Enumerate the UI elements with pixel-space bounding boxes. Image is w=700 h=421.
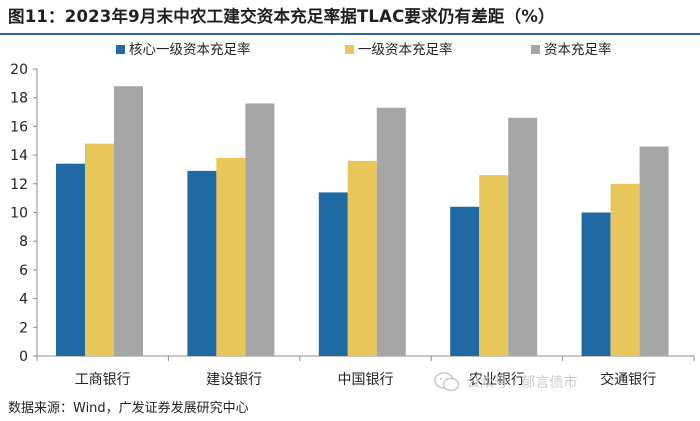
y-tick-label: 4: [19, 292, 28, 308]
legend-label-3: 资本充足率: [544, 41, 612, 58]
bar-series-group: [56, 86, 669, 357]
y-tick-label: 6: [19, 263, 28, 279]
bar-1-5: [581, 212, 611, 356]
bar-1-2: [187, 170, 217, 356]
x-category-label: 农业银行: [469, 372, 525, 388]
bar-3-4: [508, 117, 538, 356]
x-category-label: 交通银行: [600, 371, 656, 388]
y-tick-label: 20: [10, 62, 28, 78]
watermark-text: 公众号 · 郁言债市: [466, 375, 578, 391]
legend-swatch-3: [531, 45, 540, 54]
bar-2-4: [479, 175, 509, 356]
legend-label-1: 核心一级资本充足率: [129, 41, 251, 58]
x-category-label: 建设银行: [206, 372, 262, 388]
watermark: 公众号 · 郁言债市: [434, 371, 674, 393]
source-note: 数据来源：Wind，广发证券发展研究中心: [8, 401, 249, 416]
title-divider: [0, 33, 700, 35]
y-tick-label: 12: [10, 177, 28, 193]
y-tick-label: 14: [10, 148, 28, 164]
bar-3-1: [114, 86, 143, 356]
y-axis: 0 2 4 6 8 10 12 14 16 18 20: [10, 62, 38, 365]
figure-title: 图11：2023年9月末中农工建交资本充足率据TLAC要求仍有差距（%）: [8, 7, 555, 26]
y-tick-label: 16: [10, 119, 28, 135]
bar-1-4: [450, 206, 480, 356]
bar-3-2: [245, 103, 275, 356]
bar-2-3: [347, 160, 377, 356]
bar-2-2: [216, 157, 246, 356]
y-tick-label: 0: [19, 349, 28, 365]
chart-legend: 核心一级资本充足率 一级资本充足率 资本充足率: [116, 41, 612, 58]
bar-1-1: [56, 163, 85, 356]
legend-label-2: 一级资本充足率: [358, 41, 453, 58]
legend-swatch-1: [116, 45, 125, 54]
x-category-label: 中国银行: [338, 372, 394, 388]
bar-3-3: [376, 107, 406, 357]
y-tick-label: 10: [10, 206, 28, 222]
x-category-label: 工商银行: [75, 372, 131, 388]
y-tick-label: 2: [19, 320, 28, 336]
wechat-icon: [434, 372, 460, 392]
bar-3-5: [639, 146, 669, 356]
legend-swatch-2: [345, 45, 354, 54]
bar-2-1: [85, 143, 114, 356]
y-tick-label: 18: [10, 91, 28, 107]
y-tick-label: 8: [19, 234, 28, 250]
bar-2-5: [610, 183, 640, 356]
bar-1-3: [318, 192, 348, 356]
